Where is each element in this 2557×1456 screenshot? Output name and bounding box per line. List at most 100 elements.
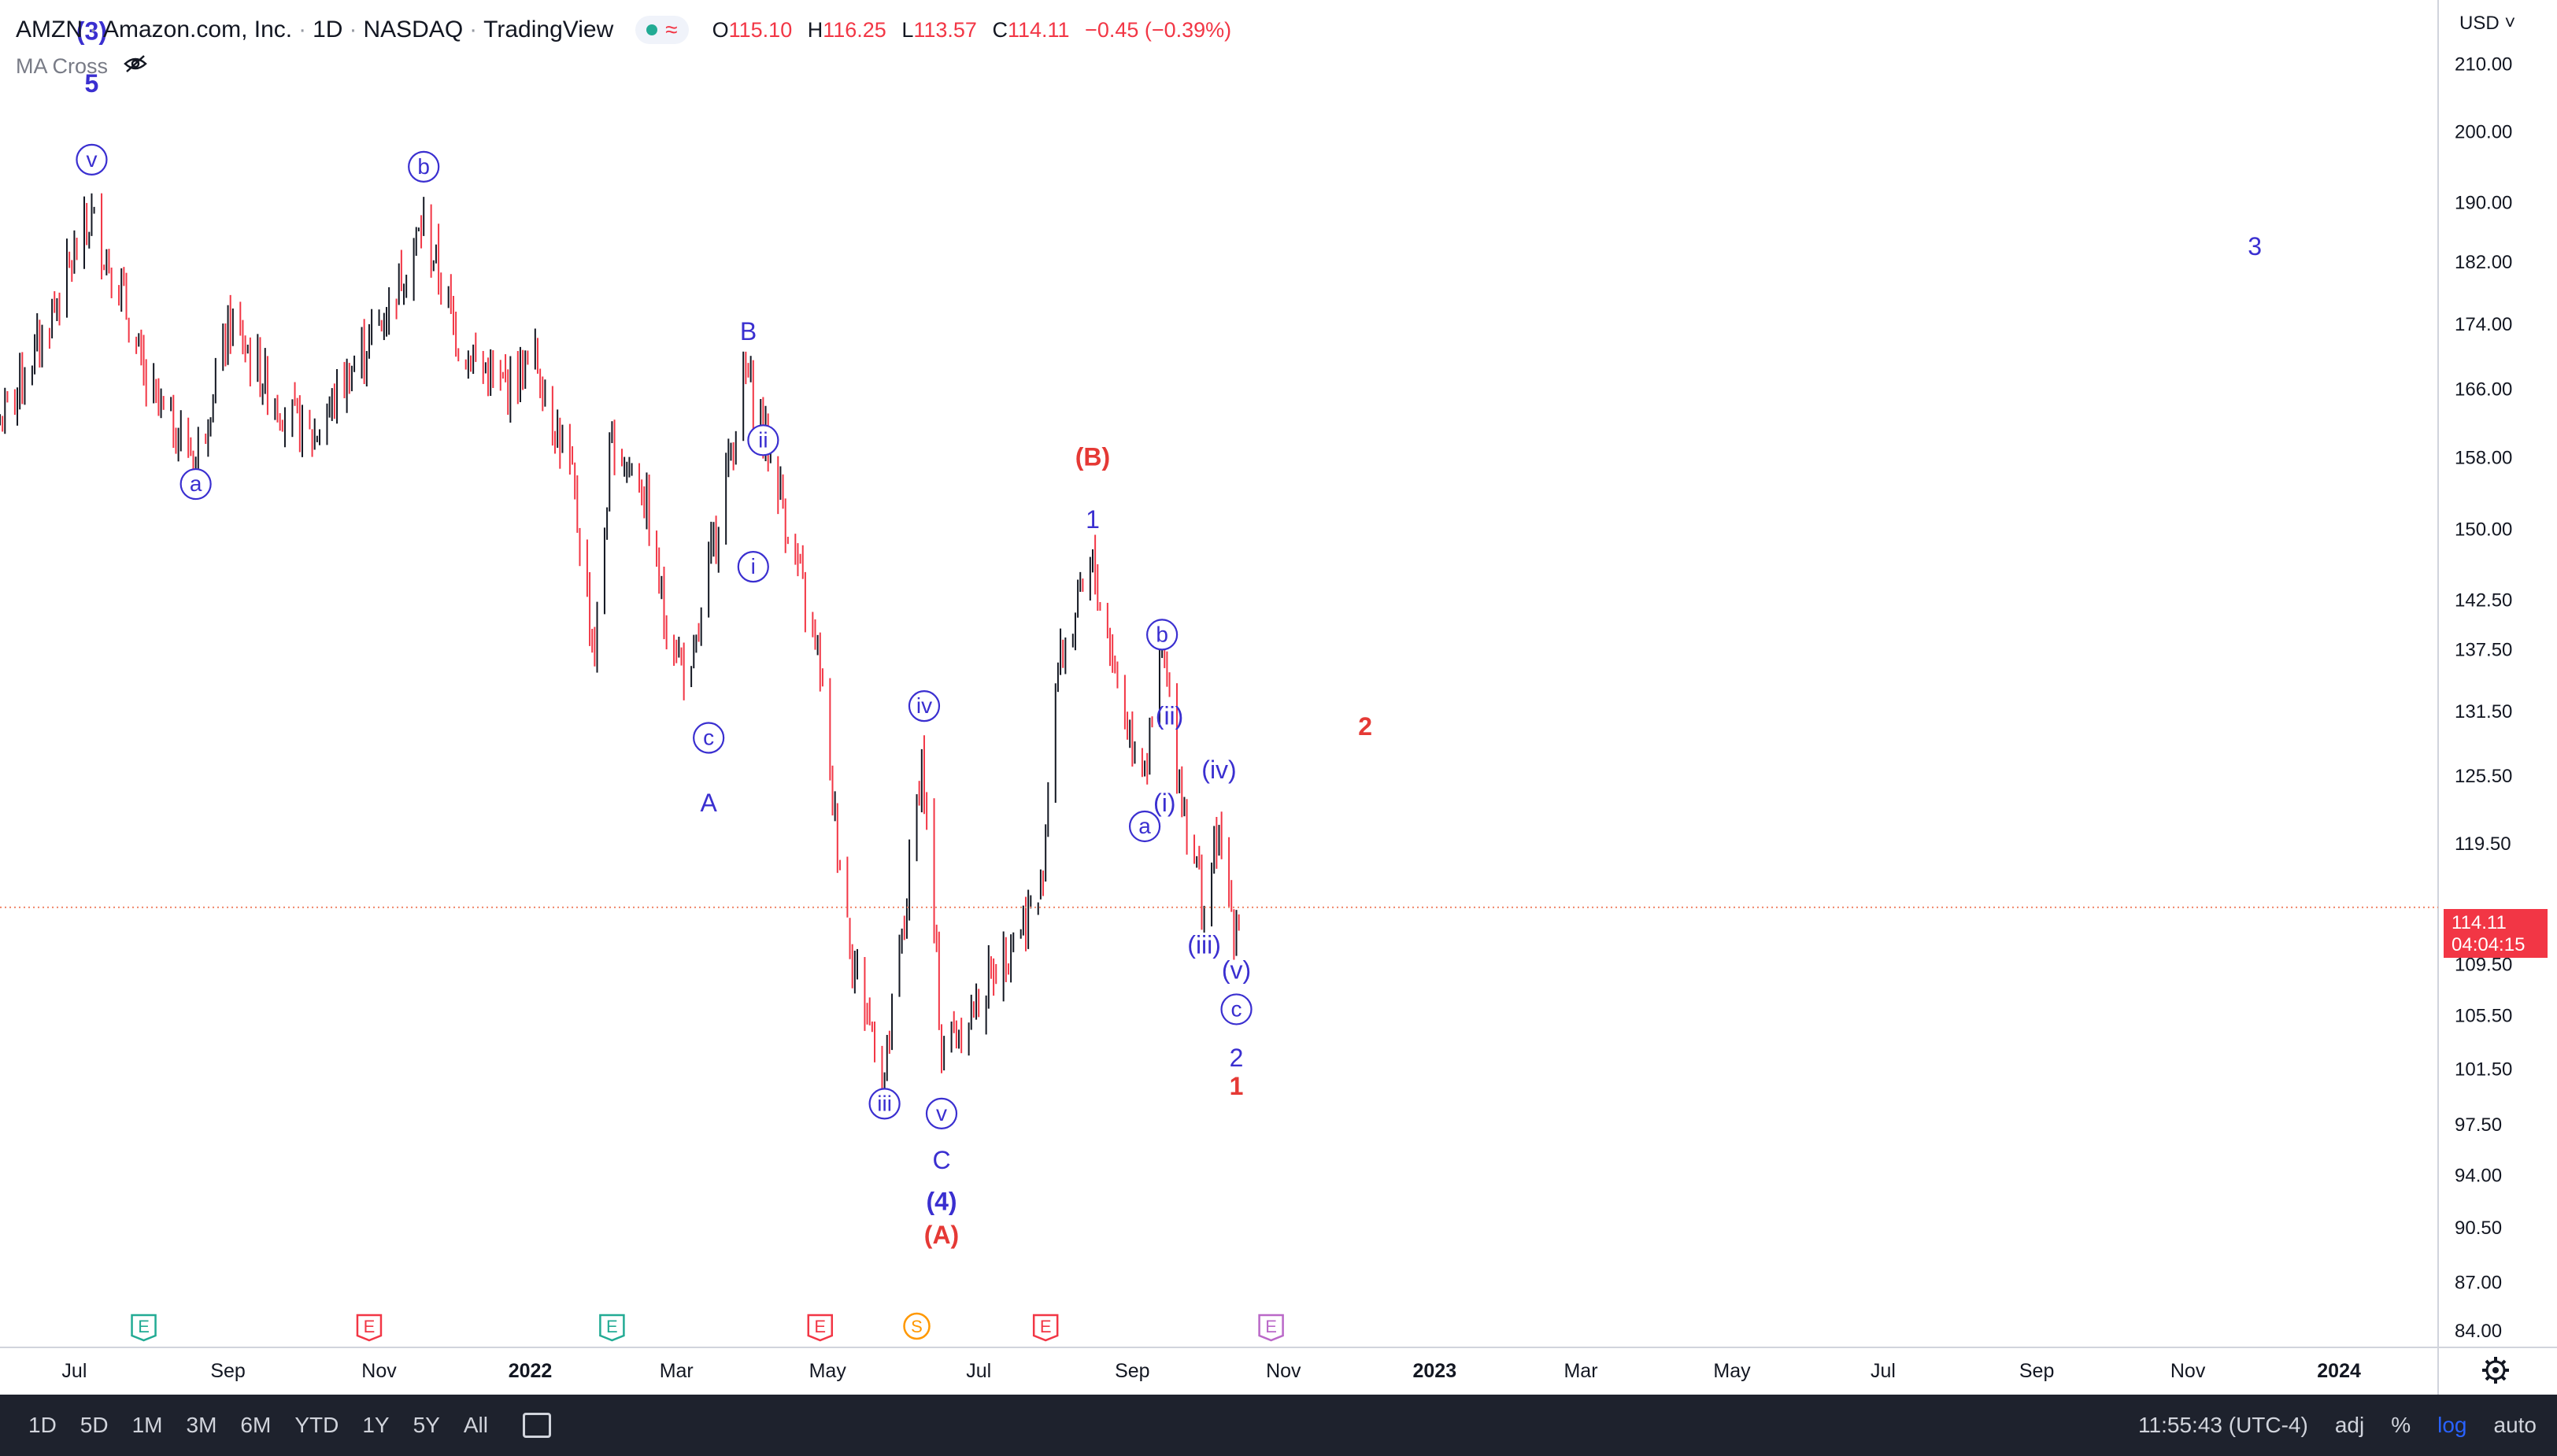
event-marker: E xyxy=(599,1314,625,1342)
indicator-legend[interactable]: MA Cross xyxy=(16,52,147,80)
event-marker-shape xyxy=(807,1314,834,1342)
range-button-ytd[interactable]: YTD xyxy=(294,1413,339,1437)
wave-label-circle xyxy=(408,150,440,183)
price-tick-label: 94.00 xyxy=(2455,1165,2502,1186)
range-button-1d[interactable]: 1D xyxy=(28,1413,57,1437)
wave-label-text: v xyxy=(86,147,97,172)
time-axis[interactable]: Jul Sep Nov 2022 Mar May Jul Sep Nov 2023 Mar May Ju… xyxy=(61,1360,2361,1382)
wave-label: b xyxy=(408,150,440,183)
wave-label-text: (i) xyxy=(1153,789,1175,817)
time-tick-label: May xyxy=(809,1360,847,1382)
wave-label: 3 xyxy=(2248,232,2262,261)
event-marker: S xyxy=(903,1312,931,1340)
wave-label: (i) xyxy=(1153,789,1175,817)
ticker[interactable]: AMZN xyxy=(16,17,83,42)
adj-toggle[interactable]: adj xyxy=(2334,1413,2365,1437)
wave-label: a xyxy=(1128,810,1161,843)
wave-label-text: iii xyxy=(877,1091,892,1115)
currency-selector[interactable]: USD ˅ xyxy=(2455,11,2521,36)
exchange: NASDAQ xyxy=(363,17,464,42)
wave-label-text: c xyxy=(703,726,714,750)
wave-label-text: A xyxy=(700,789,717,817)
wave-label-text: a xyxy=(1138,814,1151,838)
wave-label: 5 xyxy=(85,69,99,98)
percent-toggle[interactable]: % xyxy=(2391,1413,2411,1437)
interval[interactable]: 1D xyxy=(313,17,343,42)
event-marker-shape xyxy=(599,1314,625,1342)
price-axis[interactable]: 84.0087.0090.5094.0097.50101.50105.50109… xyxy=(2455,54,2512,1342)
time-tick-label: Nov xyxy=(2170,1360,2206,1382)
wave-label-text: iv xyxy=(916,693,932,718)
range-button-5y[interactable]: 5Y xyxy=(413,1413,440,1437)
wave-label-text: (ii) xyxy=(1156,702,1184,730)
range-buttons: 1D 5D 1M 3M 6M YTD 1Y 5Y All xyxy=(28,1413,488,1438)
auto-toggle[interactable]: auto xyxy=(2493,1413,2537,1437)
approx-icon: ≈ xyxy=(665,17,678,42)
event-marker: E xyxy=(807,1314,834,1342)
company-name: Amazon.com, Inc. xyxy=(103,17,293,42)
price-tick-label: 142.50 xyxy=(2455,590,2512,612)
event-marker-text: S xyxy=(911,1317,923,1336)
range-button-1m[interactable]: 1M xyxy=(131,1413,163,1437)
wave-label-text: (B) xyxy=(1075,442,1110,471)
time-tick-label: Jul xyxy=(1871,1360,1896,1382)
event-marker-shape xyxy=(131,1314,157,1342)
time-tick-label: Nov xyxy=(361,1360,397,1382)
event-marker-shape xyxy=(356,1314,383,1342)
event-marker: E xyxy=(131,1314,157,1342)
wave-label: iv xyxy=(908,690,941,722)
wave-label: (A) xyxy=(924,1221,959,1249)
price-tick-label: 90.50 xyxy=(2455,1218,2502,1239)
event-marker-text: E xyxy=(814,1317,826,1336)
price-tick-label: 87.00 xyxy=(2455,1272,2502,1293)
price-tick-label: 200.00 xyxy=(2455,121,2512,142)
wave-label-circle xyxy=(179,467,212,501)
price-tick-label: 125.50 xyxy=(2455,766,2512,787)
wave-label-circle xyxy=(737,551,769,583)
price-tick-label: 166.00 xyxy=(2455,379,2512,401)
wave-label-text: 1 xyxy=(1230,1072,1244,1100)
wave-label-text: a xyxy=(190,471,202,496)
range-button-3m[interactable]: 3M xyxy=(186,1413,217,1437)
event-marker-text: E xyxy=(1040,1317,1052,1336)
date-range-calendar-icon[interactable] xyxy=(522,1413,551,1438)
wave-label: A xyxy=(700,789,717,817)
wave-label-circle xyxy=(925,1097,958,1129)
wave-label: (3) xyxy=(76,17,107,45)
settings-gear-icon[interactable] xyxy=(2482,1357,2509,1384)
range-button-6m[interactable]: 6M xyxy=(240,1413,272,1437)
wave-label-circle xyxy=(1146,619,1179,651)
wave-label: (B) xyxy=(1075,442,1110,471)
wave-label-circle xyxy=(693,722,725,754)
wave-label-circle xyxy=(868,1088,901,1120)
price-tick-label: 158.00 xyxy=(2455,447,2512,468)
wave-label-text: 5 xyxy=(85,69,99,98)
time-tick-label: Sep xyxy=(1115,1360,1149,1382)
price-tick-label: 174.00 xyxy=(2455,314,2512,335)
time-tick-label: 2024 xyxy=(2317,1360,2361,1382)
event-marker-text: E xyxy=(1265,1317,1277,1336)
range-button-5d[interactable]: 5D xyxy=(80,1413,109,1437)
wave-label-text: i xyxy=(751,554,756,578)
indicator-name[interactable]: MA Cross xyxy=(16,54,109,78)
time-tick-label: Sep xyxy=(210,1360,245,1382)
market-status-pill[interactable]: ≈ xyxy=(635,16,689,44)
ohlc-values: O115.10 H116.25 L113.57 C114.11 −0.45 (−… xyxy=(712,17,1232,42)
event-marker-shape xyxy=(1258,1314,1284,1342)
log-toggle[interactable]: log xyxy=(2437,1413,2467,1437)
clock-time[interactable]: 11:55:43 (UTC-4) xyxy=(2138,1413,2308,1437)
wave-label-text: 2 xyxy=(1358,712,1372,741)
wave-label: B xyxy=(740,317,757,346)
price-tick-label: 210.00 xyxy=(2455,54,2512,76)
symbol-header[interactable]: AMZN · Amazon.com, Inc. · 1D · NASDAQ · Trad… xyxy=(16,14,1241,46)
wave-label-text: (iv) xyxy=(1201,756,1236,784)
wave-label: i xyxy=(737,551,769,583)
range-button-1y[interactable]: 1Y xyxy=(362,1413,390,1437)
wave-label-text: C xyxy=(932,1146,950,1174)
range-button-all[interactable]: All xyxy=(463,1413,488,1437)
price-tick-label: 182.00 xyxy=(2455,252,2512,273)
eye-off-icon[interactable] xyxy=(124,54,147,79)
wave-label: (ii) xyxy=(1156,702,1184,730)
price-change: −0.45 (−0.39%) xyxy=(1085,17,1232,42)
